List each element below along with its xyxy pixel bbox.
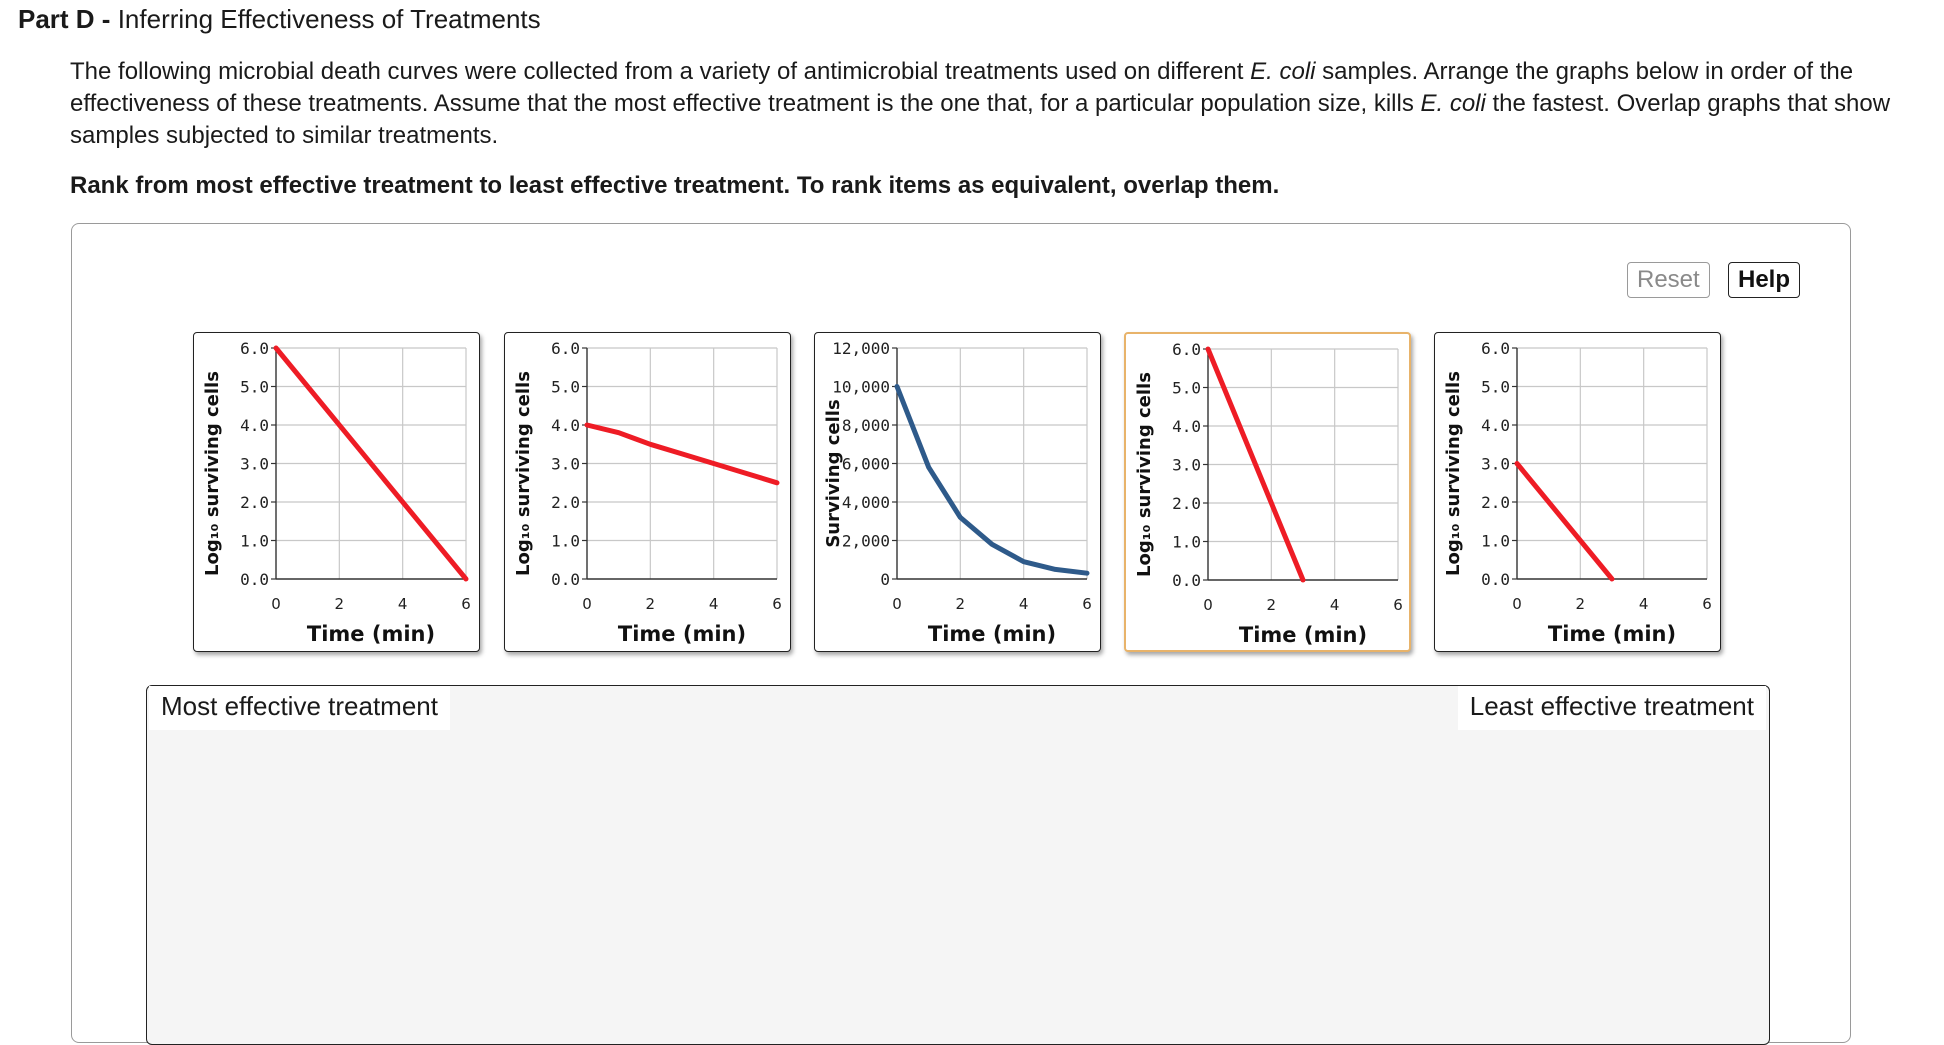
x-tick-label: 6 (1082, 595, 1092, 613)
graph-card-2[interactable]: 6.0 5.0 4.0 3.0 2.0 1.0 0.0 0 2 4 6 Time (min) Log₁₀… (504, 332, 791, 652)
y-tick-label: 1.0 (551, 532, 580, 551)
y-tick-label: 6.0 (240, 339, 269, 358)
graph-card-5[interactable]: 6.0 5.0 4.0 3.0 2.0 1.0 0.0 0 2 4 6 Time (min) Log₁₀… (1434, 332, 1721, 652)
most-effective-label: Most effective treatment (149, 686, 450, 730)
y-tick-label: 0 (880, 570, 890, 589)
y-tick-label: 3.0 (1481, 455, 1510, 474)
x-tick-label: 2 (1576, 595, 1586, 613)
x-tick-label: 0 (582, 595, 592, 613)
series-line (1514, 461, 1615, 582)
graph-1-chart: 6.0 5.0 4.0 3.0 2.0 1.0 0.00 2 4 6 Time (min) Log₁₀… (202, 339, 471, 646)
x-tick-label: 4 (709, 595, 719, 613)
series-line (584, 422, 780, 486)
x-axis-title: Time (min) (618, 622, 746, 646)
y-tick-label: 6.0 (1481, 339, 1510, 358)
x-tick-label: 0 (1512, 595, 1522, 613)
y-tick-label: 2.0 (551, 493, 580, 512)
x-tick-label: 6 (772, 595, 782, 613)
x-tick-label: 4 (1639, 595, 1649, 613)
y-tick-label: 1.0 (1172, 533, 1201, 552)
y-tick-label: 5.0 (1481, 378, 1510, 397)
y-tick-label: 6.0 (1172, 340, 1201, 359)
x-tick-label: 2 (646, 595, 656, 613)
series-line (894, 384, 1090, 576)
y-tick-label: 2,000 (842, 532, 890, 551)
x-tick-label: 4 (1019, 595, 1029, 613)
y-tick-label: 6,000 (842, 455, 890, 474)
x-tick-label: 0 (1203, 596, 1213, 614)
x-tick-label: 4 (1330, 596, 1340, 614)
y-tick-label: 2.0 (240, 493, 269, 512)
y-tick-label: 1.0 (1481, 532, 1510, 551)
graph-card-1[interactable]: 6.0 5.0 4.0 3.0 2.0 1.0 0.0 0 2 4 6 Time (min) Log₁₀… (193, 332, 480, 652)
y-tick-label: 4.0 (240, 416, 269, 435)
x-axis-title: Time (min) (1239, 623, 1367, 647)
x-tick-label: 0 (271, 595, 281, 613)
ranking-drop-zone[interactable] (146, 685, 1770, 1045)
y-tick-label: 12,000 (832, 339, 890, 358)
y-tick-label: 1.0 (240, 532, 269, 551)
y-tick-label: 4.0 (551, 416, 580, 435)
graph-card-4[interactable]: 6.0 5.0 4.0 3.0 2.0 1.0 0.0 0 2 4 6 Time (min) Log₁₀… (1124, 332, 1411, 652)
y-axis-title: Log₁₀ surviving cells (1134, 372, 1155, 577)
y-tick-label: 3.0 (240, 455, 269, 474)
y-axis-title: Log₁₀ surviving cells (1443, 371, 1464, 576)
x-tick-label: 4 (398, 595, 408, 613)
y-axis-title: Log₁₀ surviving cells (513, 371, 534, 576)
y-tick-label: 0.0 (1172, 571, 1201, 590)
x-tick-label: 2 (1267, 596, 1277, 614)
part-label: Part D - (18, 4, 111, 34)
y-tick-label: 2.0 (1172, 494, 1201, 513)
y-tick-label: 0.0 (240, 570, 269, 589)
y-tick-label: 5.0 (1172, 379, 1201, 398)
x-axis-title: Time (min) (1548, 622, 1676, 646)
instructions-text-3: the fastest. Overlap graphs that show sa… (70, 90, 1891, 149)
y-tick-label: 8,000 (842, 416, 890, 435)
x-tick-label: 6 (1702, 595, 1712, 613)
y-tick-label: 10,000 (832, 378, 890, 397)
graph-2-chart: 6.0 5.0 4.0 3.0 2.0 1.0 0.00 2 4 6 Time (min) Log₁₀… (513, 339, 782, 646)
y-tick-label: 2.0 (1481, 493, 1510, 512)
x-tick-label: 6 (461, 595, 471, 613)
series-line (1205, 346, 1306, 583)
organism-name-1: E. coli (1250, 58, 1316, 85)
y-tick-label: 3.0 (1172, 456, 1201, 475)
rank-prompt: Rank from most effective treatment to le… (70, 172, 1280, 199)
y-tick-label: 4.0 (1172, 417, 1201, 436)
y-tick-label: 5.0 (240, 378, 269, 397)
instructions: The following microbial death curves wer… (70, 56, 1944, 152)
x-axis-title: Time (min) (928, 622, 1056, 646)
x-axis-title: Time (min) (307, 622, 435, 646)
part-title: Part D - Inferring Effectiveness of Trea… (18, 4, 541, 35)
graph-5-chart: 6.0 5.0 4.0 3.0 2.0 1.0 0.00 2 4 6 Time (min) Log₁₀… (1443, 339, 1712, 646)
y-tick-label: 4,000 (842, 493, 890, 512)
instructions-text-1: The following microbial death curves wer… (70, 58, 1251, 85)
y-axis-title: Log₁₀ surviving cells (202, 371, 223, 576)
y-tick-label: 0.0 (551, 570, 580, 589)
part-heading: Inferring Effectiveness of Treatments (117, 4, 541, 34)
y-tick-label: 0.0 (1481, 570, 1510, 589)
graph-4-chart: 6.0 5.0 4.0 3.0 2.0 1.0 0.00 2 4 6 Time (min) Log₁₀… (1134, 340, 1403, 647)
series-line (273, 345, 469, 582)
y-tick-label: 6.0 (551, 339, 580, 358)
instructions-text-2: samples. Arrange the graphs below in ord… (70, 58, 1854, 117)
x-tick-label: 2 (956, 595, 966, 613)
graph-card-3[interactable]: 12,000 10,000 8,000 6,000 4,000 2,000 0 0 2 4 6 Tim… (814, 332, 1101, 652)
x-tick-label: 6 (1393, 596, 1403, 614)
y-axis-title: Surviving cells (823, 399, 844, 547)
reset-button[interactable]: Reset (1627, 262, 1710, 298)
x-tick-label: 0 (892, 595, 902, 613)
least-effective-label: Least effective treatment (1457, 686, 1766, 730)
graph-3-chart: 12,000 10,000 8,000 6,000 4,000 2,000 00 2 4 6 Tim… (823, 339, 1092, 646)
y-tick-label: 3.0 (551, 455, 580, 474)
organism-name-2: E. coli (1420, 90, 1486, 117)
y-tick-label: 4.0 (1481, 416, 1510, 435)
help-button[interactable]: Help (1728, 262, 1801, 298)
x-tick-label: 2 (335, 595, 345, 613)
y-tick-label: 5.0 (551, 378, 580, 397)
